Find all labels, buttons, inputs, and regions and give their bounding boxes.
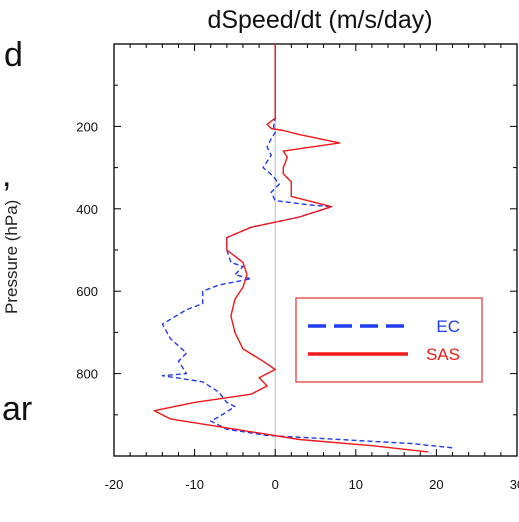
x-tick-label: 10 (349, 477, 363, 492)
legend-box (295, 297, 483, 383)
y-tick-label: 200 (76, 119, 98, 134)
x-tick-label: -20 (105, 477, 124, 492)
y-tick-label: 600 (76, 284, 98, 299)
plot-frame (113, 43, 518, 457)
legend-label-sas: SAS (426, 345, 460, 364)
series-line-sas (153, 44, 429, 453)
y-tick-label: 800 (76, 367, 98, 382)
x-tick-label: 20 (429, 477, 443, 492)
x-tick-label: 30 (510, 477, 519, 492)
series-line-ec (161, 44, 453, 449)
cut-off-text-fragment-top: d (4, 36, 23, 74)
cut-off-text-fragment-mid: , (2, 156, 12, 194)
chart-title: dSpeed/dt (m/s/day) (207, 6, 433, 34)
x-tick-label: 0 (272, 477, 279, 492)
x-tick-label: -10 (185, 477, 204, 492)
y-tick-label: 400 (76, 202, 98, 217)
legend-label-ec: EC (436, 317, 460, 336)
cut-off-text-fragment-bottom: ar (2, 390, 33, 428)
